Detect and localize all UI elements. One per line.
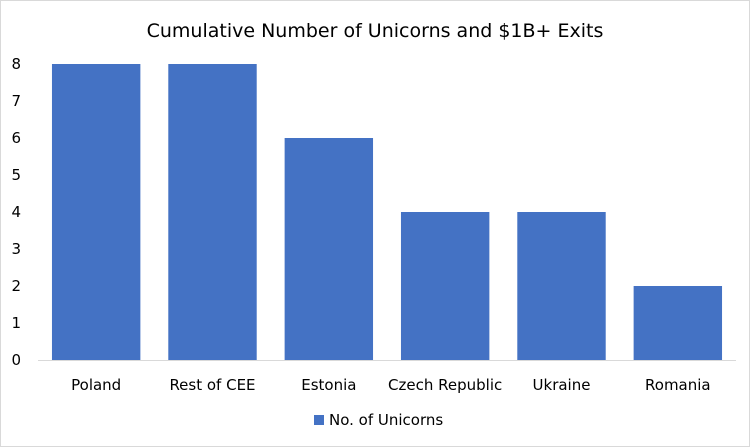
- x-tick-label: Estonia: [301, 376, 356, 394]
- y-tick-label: 6: [11, 129, 21, 147]
- y-tick-label: 0: [11, 351, 21, 369]
- legend-label: No. of Unicorns: [329, 411, 443, 429]
- y-axis: 0 1 2 3 4 5 6 7 8: [11, 55, 21, 369]
- bars: [51, 64, 723, 360]
- bar-romania: [633, 286, 723, 360]
- x-axis: Poland Rest of CEE Estonia Czech Republic Uk…: [71, 376, 711, 394]
- y-tick-label: 4: [11, 203, 21, 221]
- x-tick-label: Romania: [645, 376, 711, 394]
- x-tick-label: Czech Republic: [388, 376, 502, 394]
- y-tick-label: 8: [11, 55, 21, 73]
- chart-title: Cumulative Number of Unicorns and $1B+ E…: [147, 20, 604, 42]
- bar-poland: [51, 64, 141, 360]
- x-tick-label: Ukraine: [533, 376, 591, 394]
- bar-czech-republic: [400, 212, 490, 360]
- bar-rest-of-cee: [168, 64, 257, 360]
- x-tick-label: Poland: [71, 376, 121, 394]
- y-tick-label: 3: [11, 240, 21, 258]
- y-tick-label: 7: [11, 92, 21, 110]
- legend: No. of Unicorns: [314, 411, 443, 429]
- x-tick-label: Rest of CEE: [169, 376, 255, 394]
- legend-swatch: [314, 415, 324, 425]
- y-tick-label: 5: [11, 166, 21, 184]
- bar-estonia: [284, 138, 374, 360]
- y-tick-label: 2: [11, 277, 21, 295]
- bar-ukraine: [517, 212, 606, 360]
- y-tick-label: 1: [11, 314, 21, 332]
